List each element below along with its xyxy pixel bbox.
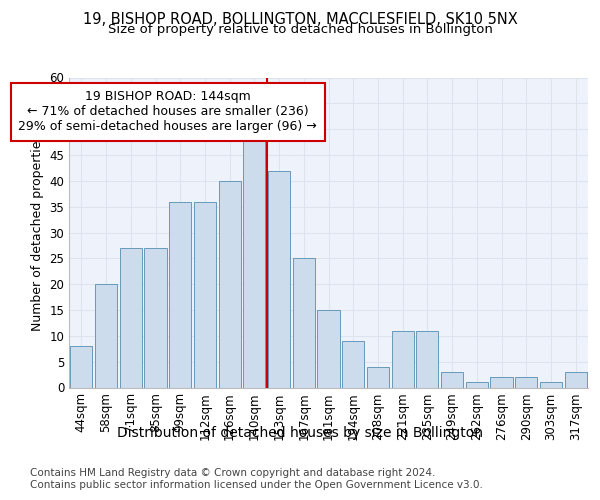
Bar	[145, 248, 167, 388]
Text: Contains HM Land Registry data © Crown copyright and database right 2024.: Contains HM Land Registry data © Crown c…	[30, 468, 436, 477]
Bar	[416, 330, 439, 388]
Bar	[293, 258, 315, 388]
Text: Size of property relative to detached houses in Bollington: Size of property relative to detached ho…	[107, 22, 493, 36]
Bar	[95, 284, 117, 388]
Bar	[540, 382, 562, 388]
Bar	[194, 202, 216, 388]
Bar	[392, 330, 414, 388]
Bar	[268, 170, 290, 388]
Bar	[515, 377, 538, 388]
Bar	[565, 372, 587, 388]
Bar	[490, 377, 512, 388]
Bar	[243, 134, 265, 388]
Y-axis label: Number of detached properties: Number of detached properties	[31, 134, 44, 331]
Bar	[367, 367, 389, 388]
Bar	[342, 341, 364, 388]
Text: 19, BISHOP ROAD, BOLLINGTON, MACCLESFIELD, SK10 5NX: 19, BISHOP ROAD, BOLLINGTON, MACCLESFIEL…	[83, 12, 517, 28]
Bar	[441, 372, 463, 388]
Text: Contains public sector information licensed under the Open Government Licence v3: Contains public sector information licen…	[30, 480, 483, 490]
Bar	[119, 248, 142, 388]
Text: 19 BISHOP ROAD: 144sqm
← 71% of detached houses are smaller (236)
29% of semi-de: 19 BISHOP ROAD: 144sqm ← 71% of detached…	[19, 90, 317, 134]
Bar	[218, 181, 241, 388]
Bar	[466, 382, 488, 388]
Bar	[70, 346, 92, 388]
Bar	[169, 202, 191, 388]
Bar	[317, 310, 340, 388]
Text: Distribution of detached houses by size in Bollington: Distribution of detached houses by size …	[117, 426, 483, 440]
